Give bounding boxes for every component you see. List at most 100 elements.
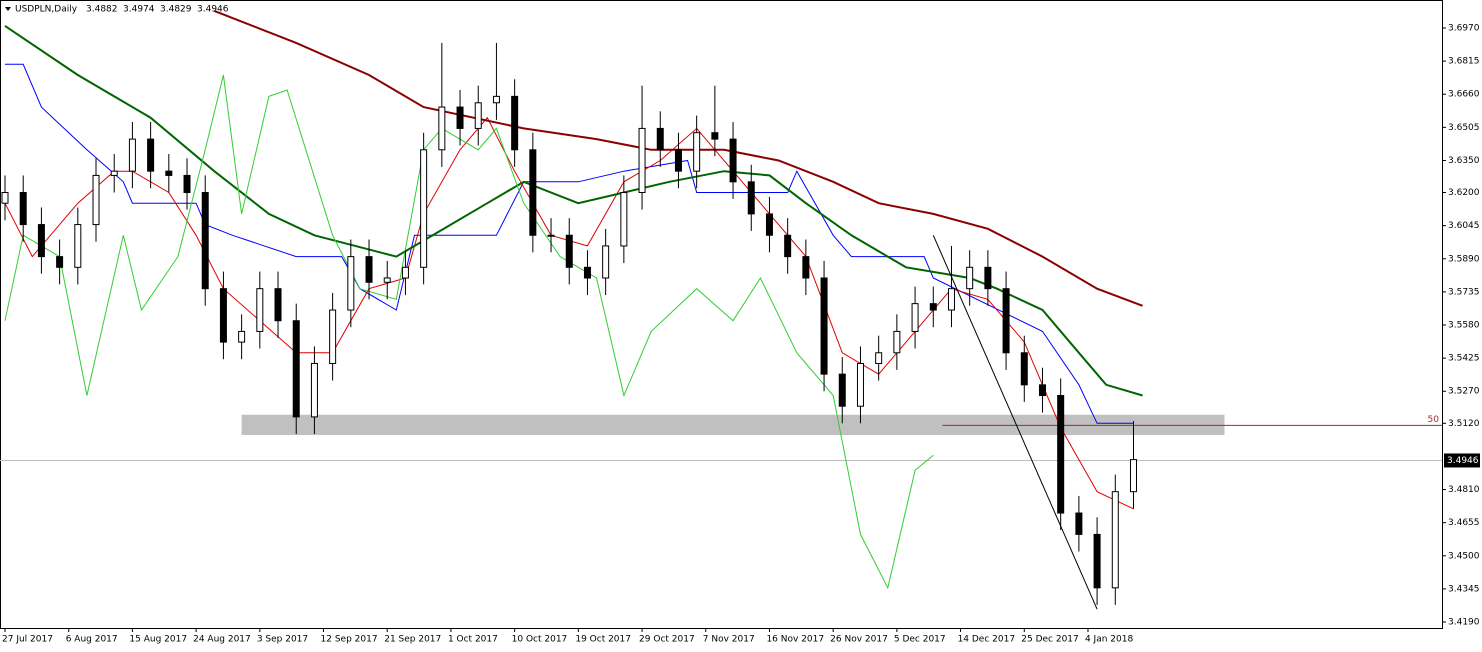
candle-body xyxy=(347,256,355,311)
candle-body xyxy=(383,277,391,283)
candle-body xyxy=(620,192,628,247)
candle-body xyxy=(292,320,300,418)
menu-arrow[interactable] xyxy=(5,7,11,11)
header-ohlc: 3.4974 xyxy=(123,5,155,15)
candle-body xyxy=(74,224,82,268)
y-tick-label: 3.6660 xyxy=(1448,90,1480,100)
candle-body xyxy=(56,256,64,268)
candle-body xyxy=(147,138,155,172)
indicator-line xyxy=(213,9,1143,307)
candle-body xyxy=(875,352,883,364)
candle-body xyxy=(856,362,864,407)
candle-body xyxy=(729,138,737,183)
candle-body xyxy=(1,192,9,204)
y-tick-label: 3.4655 xyxy=(1448,518,1480,528)
candle-body xyxy=(110,170,118,176)
x-tick-label: 16 Nov 2017 xyxy=(766,635,824,645)
candle-body xyxy=(1093,533,1101,589)
y-tick-label: 3.5735 xyxy=(1448,287,1480,297)
candle-body xyxy=(1057,395,1065,514)
candle-body xyxy=(219,288,227,343)
symbol: USDPLN,Daily xyxy=(15,5,78,15)
candle-body xyxy=(765,213,773,236)
candle-body xyxy=(638,127,646,194)
x-tick-label: 14 Dec 2017 xyxy=(958,635,1016,645)
candle-body xyxy=(37,224,45,258)
candle-body xyxy=(893,330,901,354)
candle-body xyxy=(1111,491,1119,589)
header-ohlc: 3.4882 xyxy=(86,5,118,15)
x-tick-label: 5 Dec 2017 xyxy=(894,635,946,645)
candle-body xyxy=(966,266,974,290)
candle-body xyxy=(674,149,682,172)
candle-body xyxy=(656,127,664,151)
candle-body xyxy=(438,106,446,151)
y-tick-label: 3.5890 xyxy=(1448,254,1480,264)
candle-body xyxy=(984,266,992,290)
candle-body xyxy=(1038,384,1046,397)
candle-body xyxy=(838,373,846,407)
candle-body xyxy=(784,234,792,258)
y-tick-label: 3.5425 xyxy=(1448,354,1480,364)
candle-body xyxy=(1075,512,1083,535)
candle-body xyxy=(329,309,337,364)
candle-body xyxy=(274,288,282,322)
candle-body xyxy=(929,303,937,311)
support-zone xyxy=(241,414,1225,436)
candle-body xyxy=(802,256,810,279)
candle-body xyxy=(947,288,955,311)
x-tick-label: 24 Aug 2017 xyxy=(193,635,251,645)
x-tick-label: 19 Oct 2017 xyxy=(575,635,631,645)
y-tick-label: 3.4345 xyxy=(1448,584,1480,594)
plot-frame xyxy=(0,0,1443,629)
candle-body xyxy=(201,192,209,290)
candle-body xyxy=(420,149,428,268)
candle-body xyxy=(474,102,482,129)
y-tick-label: 3.6505 xyxy=(1448,123,1480,133)
x-tick-label: 12 Sep 2017 xyxy=(321,635,378,645)
indicator-line xyxy=(5,63,1134,424)
indicator-line xyxy=(932,235,1098,610)
y-tick-label: 3.6970 xyxy=(1448,23,1480,33)
y-tick-label: 3.5580 xyxy=(1448,321,1480,331)
candle-body xyxy=(165,170,173,176)
y-tick-label: 3.4810 xyxy=(1448,485,1480,495)
level-label: 50 xyxy=(1428,415,1440,425)
candle-body xyxy=(401,266,409,279)
candle-body xyxy=(711,132,719,140)
y-tick-label: 3.6200 xyxy=(1448,188,1480,198)
candle-body xyxy=(583,266,591,279)
candle-body xyxy=(1129,459,1137,493)
x-tick-label: 15 Aug 2017 xyxy=(129,635,187,645)
candle-body xyxy=(19,192,27,226)
candle-body xyxy=(256,288,264,332)
x-tick-label: 4 Jan 2018 xyxy=(1085,635,1133,645)
last-price-label: 3.4946 xyxy=(1447,456,1479,466)
candle-body xyxy=(492,95,500,104)
y-tick-label: 3.4190 xyxy=(1448,618,1480,628)
candle-body xyxy=(693,132,701,172)
y-tick-label: 3.6815 xyxy=(1448,57,1480,67)
candle-body xyxy=(547,234,555,237)
candle-body xyxy=(565,234,573,268)
candle-body xyxy=(92,174,100,226)
x-tick-label: 26 Nov 2017 xyxy=(830,635,888,645)
x-tick-label: 7 Nov 2017 xyxy=(703,635,755,645)
header-ohlc: 3.4946 xyxy=(197,5,229,15)
candle-body xyxy=(1020,352,1028,386)
candle-body xyxy=(820,277,828,375)
x-tick-label: 3 Sep 2017 xyxy=(257,635,308,645)
x-tick-label: 27 Jul 2017 xyxy=(2,635,53,645)
x-tick-label: 6 Aug 2017 xyxy=(66,635,118,645)
x-tick-label: 29 Oct 2017 xyxy=(639,635,695,645)
y-tick-label: 3.5120 xyxy=(1448,419,1480,429)
candle-body xyxy=(529,149,537,236)
candle-body xyxy=(310,362,318,418)
x-tick-label: 10 Oct 2017 xyxy=(512,635,568,645)
x-tick-label: 25 Dec 2017 xyxy=(1021,635,1078,645)
x-tick-label: 1 Oct 2017 xyxy=(448,635,498,645)
candle-body xyxy=(1002,288,1010,354)
candle-body xyxy=(747,181,755,215)
candle-body xyxy=(238,330,246,343)
